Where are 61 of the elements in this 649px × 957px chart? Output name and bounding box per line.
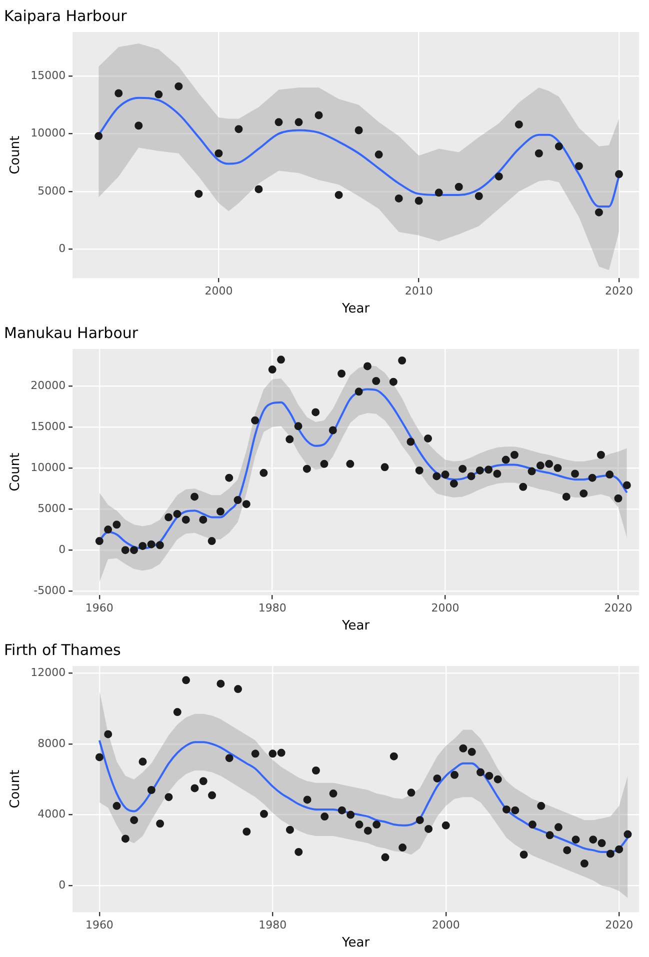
point: [534, 149, 543, 158]
y-tick-label: 15000: [30, 420, 66, 433]
y-tick-label: 12000: [30, 666, 66, 679]
point: [274, 118, 283, 126]
chart-title: Manukau Harbour: [4, 324, 139, 342]
y-tick-label: 8000: [38, 736, 66, 750]
y-tick-label: -5000: [34, 584, 66, 597]
point: [574, 162, 583, 170]
x-tick-label: 1960: [85, 918, 114, 932]
x-axis-title: Year: [341, 302, 370, 317]
point: [114, 89, 123, 98]
point: [194, 190, 203, 198]
point: [594, 208, 603, 216]
point: [314, 111, 323, 120]
point: [214, 149, 223, 158]
point: [134, 122, 143, 130]
y-tick-label: 5000: [38, 184, 66, 198]
point: [374, 150, 383, 159]
point: [514, 120, 523, 128]
y-axis-title: Count: [8, 770, 24, 808]
y-axis-title: Count: [8, 136, 24, 174]
x-axis-title: Year: [341, 936, 370, 951]
point: [414, 196, 423, 205]
point: [434, 188, 443, 197]
y-tick-label: 15000: [30, 68, 66, 82]
point: [494, 172, 503, 180]
y-tick-label: 0: [58, 242, 66, 256]
x-axis-title: Year: [341, 618, 370, 634]
point: [234, 125, 243, 134]
y-tick-label: 20000: [30, 378, 66, 392]
chart-title: Firth of Thames: [4, 640, 121, 659]
chart-title: Kaipara Harbour: [4, 6, 128, 25]
point: [614, 170, 623, 178]
point: [454, 182, 463, 191]
y-tick-label: 4000: [38, 808, 66, 821]
x-tick-label: 2000: [432, 918, 460, 932]
y-axis-title: Count: [8, 452, 24, 492]
x-tick-label: 1980: [258, 918, 287, 932]
y-tick-label: 5000: [38, 502, 66, 515]
point: [294, 118, 303, 126]
y-tick-label: 0: [58, 878, 66, 892]
x-tick-label: 2000: [431, 602, 460, 615]
y-tick-label: 10000: [30, 126, 66, 140]
y-tick-label: 0: [58, 542, 66, 556]
x-tick-label: 2000: [204, 284, 233, 298]
point: [354, 126, 363, 134]
point: [94, 132, 103, 140]
point: [254, 185, 263, 194]
point: [154, 90, 163, 98]
point: [334, 190, 343, 199]
y-tick-label: 10000: [30, 460, 66, 474]
x-tick-label: 1960: [85, 602, 114, 615]
x-tick-label: 2010: [404, 284, 433, 298]
point: [554, 142, 563, 150]
x-tick-label: 2020: [604, 284, 633, 298]
x-tick-label: 2020: [604, 602, 632, 615]
x-tick-label: 1980: [258, 602, 286, 615]
x-tick-label: 2020: [605, 918, 634, 932]
point: [394, 194, 403, 202]
point: [174, 82, 183, 90]
point: [474, 192, 483, 200]
